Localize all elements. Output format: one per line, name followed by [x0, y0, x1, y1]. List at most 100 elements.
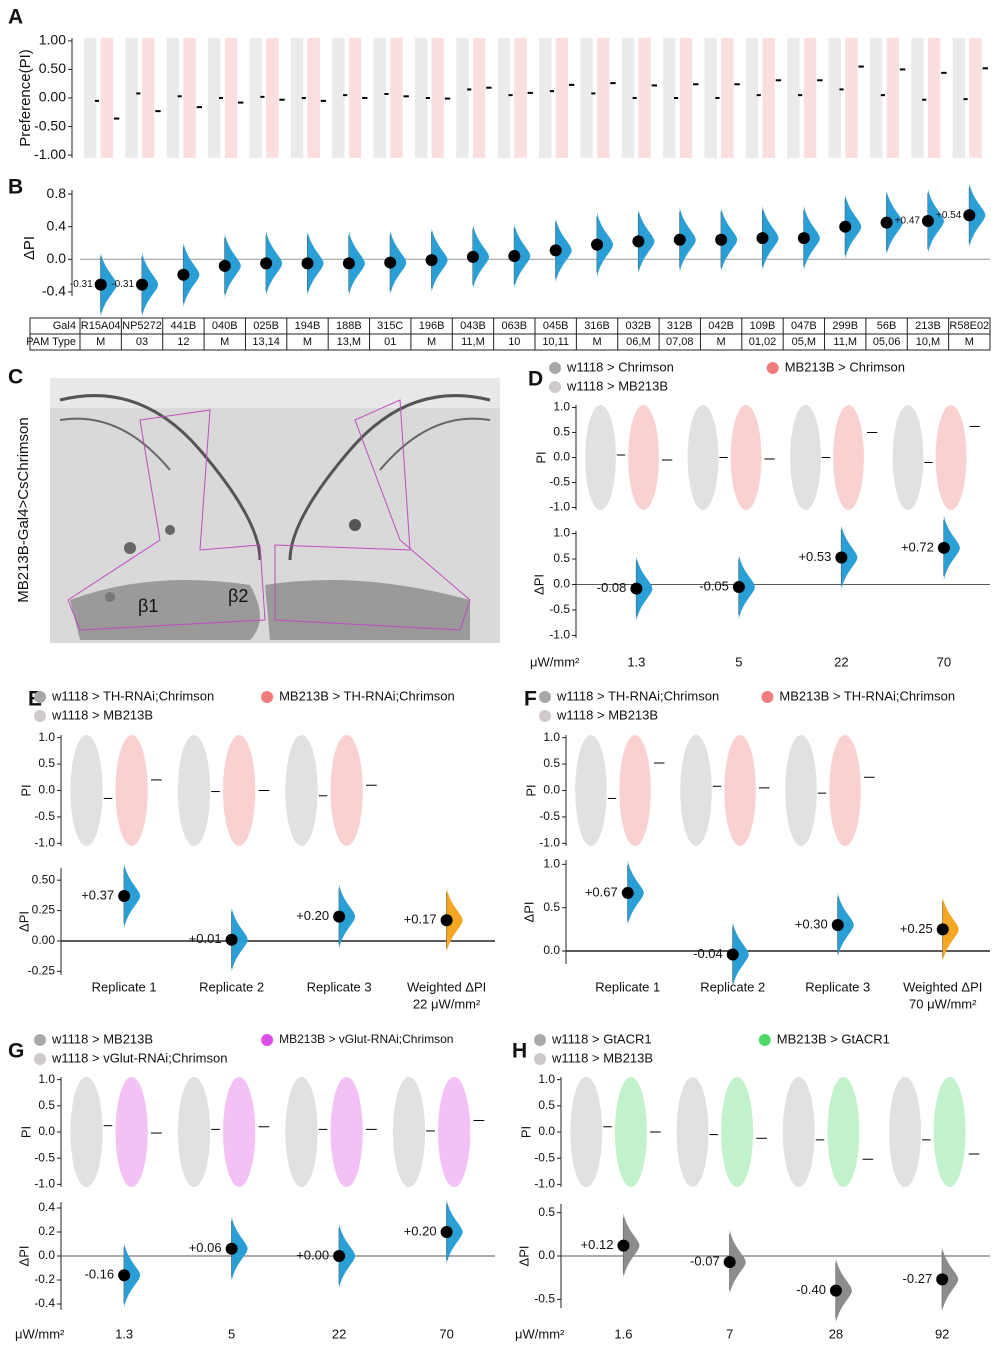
- effect-point: [963, 209, 975, 221]
- y-tick-label: -1.0: [549, 500, 570, 514]
- value-label: +0.00: [296, 1247, 329, 1262]
- y-tick-label: 0.0: [553, 577, 570, 591]
- table-cell: 109B: [750, 320, 776, 332]
- effect-point: [118, 890, 130, 902]
- swarm-area: [575, 735, 607, 846]
- swarm-area: [619, 735, 651, 846]
- effect-point: [118, 1269, 130, 1281]
- swarm-area: [677, 1077, 709, 1187]
- y-tick-label: 0.0: [553, 450, 570, 464]
- swarm-area: [208, 38, 220, 158]
- swarm-area: [285, 735, 317, 846]
- legend-swatch: [549, 362, 561, 374]
- effect-point: [835, 551, 847, 563]
- y-tick-label: 1.0: [38, 730, 55, 744]
- y-tick-label: -0.25: [28, 964, 56, 978]
- y-tick-label: -0.4: [34, 1296, 55, 1310]
- y-tick-label: 0.5: [543, 900, 560, 914]
- effect-point: [136, 279, 148, 291]
- value-label: +0.30: [795, 916, 828, 931]
- swarm-area: [746, 38, 758, 158]
- effect-point: [302, 257, 314, 269]
- y-tick-label: 1.0: [543, 857, 560, 871]
- effect-point: [674, 234, 686, 246]
- effect-point: [937, 923, 949, 935]
- legend-label: w1118 > MB213B: [551, 1050, 653, 1065]
- legend-label: MB213B > GtACR1: [777, 1031, 890, 1046]
- swarm-area: [514, 38, 526, 158]
- y-tick-label: 0.0: [538, 1248, 555, 1262]
- x-tick-label: 1.3: [115, 1326, 133, 1341]
- axis-title: Preference(PI): [17, 49, 34, 147]
- value-label: +0.25: [900, 921, 933, 936]
- table-cell: 12: [177, 336, 189, 348]
- y-tick-label: 0.5: [38, 1098, 55, 1112]
- panel-label: G: [8, 1040, 24, 1063]
- swarm-area: [456, 38, 468, 158]
- swarm-area: [116, 1077, 148, 1187]
- legend-swatch: [539, 691, 551, 703]
- value-label: +0.06: [189, 1240, 222, 1255]
- legend-swatch: [534, 1034, 546, 1046]
- axis-title: ΔPI: [516, 1246, 531, 1267]
- table-cell: 10,M: [916, 336, 940, 348]
- table-cell: 196B: [419, 320, 445, 332]
- effect-point: [177, 269, 189, 281]
- panel-label: B: [8, 176, 23, 199]
- value-label: +0.67: [585, 884, 618, 899]
- effect-point: [550, 244, 562, 256]
- legend-label: MB213B > Chrimson: [785, 359, 905, 374]
- y-tick-label: 0.5: [38, 756, 55, 770]
- swarm-area: [804, 38, 816, 158]
- y-tick-label: -0.5: [534, 1150, 555, 1164]
- effect-point: [333, 1250, 345, 1262]
- effect-point: [938, 542, 950, 554]
- table-cell: 03: [136, 336, 148, 348]
- table-cell: 11,M: [461, 336, 485, 348]
- swarm-area: [125, 38, 137, 158]
- swarm-area: [680, 38, 692, 158]
- y-tick-label: 0.5: [543, 756, 560, 770]
- y-tick-label: 0.0: [38, 783, 55, 797]
- swarm-area: [285, 1077, 317, 1187]
- y-tick-label: -0.5: [34, 809, 55, 823]
- swarm-area: [70, 1077, 102, 1187]
- x-tick-label: 5: [228, 1326, 235, 1341]
- y-tick-label: -0.5: [549, 475, 570, 489]
- x-tick-label: 22: [834, 654, 848, 669]
- value-label: +0.47: [895, 216, 921, 227]
- swarm-area: [704, 38, 716, 158]
- legend-swatch: [34, 1053, 46, 1065]
- table-cell: 299B: [832, 320, 858, 332]
- swarm-area: [680, 735, 712, 846]
- table-cell: 13,M: [337, 336, 361, 348]
- y-tick-label: -0.2: [34, 1272, 55, 1286]
- y-tick-label: -1.0: [534, 1177, 555, 1191]
- swarm-area: [615, 1077, 647, 1187]
- table-cell: M: [592, 336, 601, 348]
- swarm-area: [731, 405, 762, 510]
- swarm-area: [116, 735, 148, 846]
- legend-swatch: [549, 381, 561, 393]
- panel-label: D: [528, 368, 543, 391]
- value-label: +0.01: [189, 931, 222, 946]
- effect-point: [226, 1243, 238, 1255]
- legend-label: w1118 > vGlut-RNAi;Chrimson: [51, 1050, 227, 1065]
- swarm-area: [785, 735, 817, 846]
- row-header: Gal4: [53, 320, 76, 332]
- y-tick-label: -1.0: [549, 628, 570, 642]
- legend-label: w1118 > MB213B: [556, 707, 658, 722]
- value-label: +0.20: [404, 1223, 437, 1238]
- swarm-area: [331, 735, 363, 846]
- swarm-area: [556, 38, 568, 158]
- effect-point: [384, 257, 396, 269]
- swarm-area: [893, 405, 924, 510]
- table-cell: 188B: [336, 320, 362, 332]
- effect-point: [622, 887, 634, 899]
- swarm-area: [570, 1077, 602, 1187]
- y-tick-label: 0.0: [38, 1248, 55, 1262]
- effect-point: [508, 250, 520, 262]
- y-tick-label: 0.8: [47, 185, 67, 201]
- effect-point: [727, 948, 739, 960]
- swarm-area: [928, 38, 940, 158]
